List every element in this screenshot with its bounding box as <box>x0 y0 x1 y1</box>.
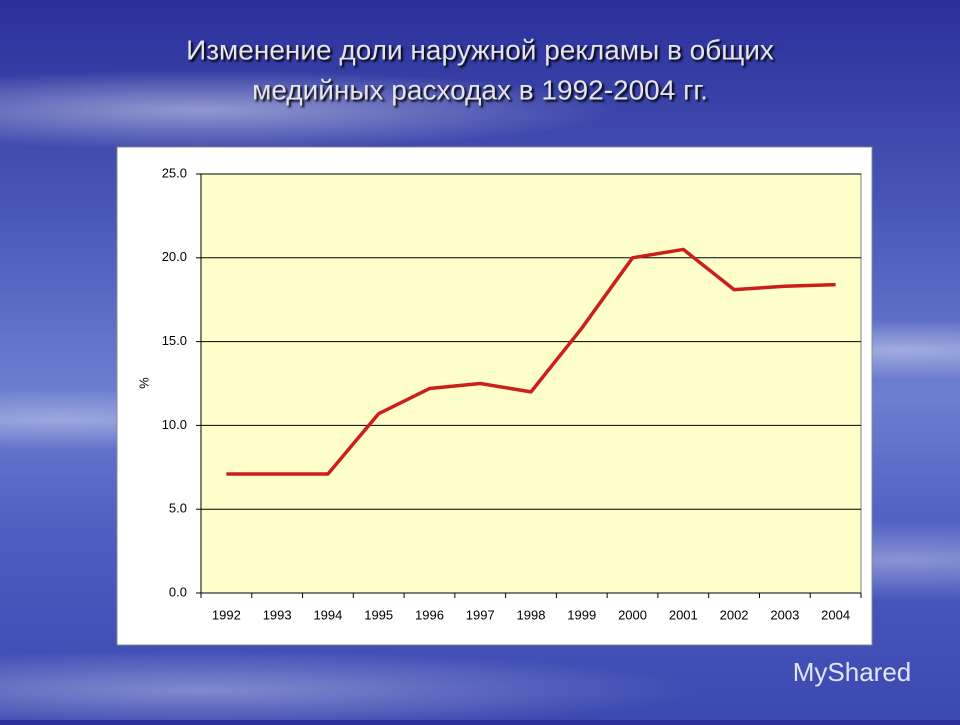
y-tick-label: 20.0 <box>162 249 187 264</box>
y-axis-label: % <box>137 377 152 389</box>
data-line <box>226 247 836 476</box>
x-tick-label: 1999 <box>567 607 596 622</box>
x-tick-label: 1997 <box>466 607 495 622</box>
x-tick-label: 2004 <box>821 607 850 622</box>
y-tick-label: 25.0 <box>162 165 187 180</box>
x-tick-label: 1993 <box>263 607 292 622</box>
y-tick-label: 5.0 <box>169 501 187 516</box>
plot-area <box>200 173 862 594</box>
y-tick-label: 0.0 <box>169 584 187 599</box>
x-tick-label: 2003 <box>770 607 799 622</box>
x-tick-label: 2002 <box>720 607 749 622</box>
x-tick-label: 1992 <box>212 607 241 622</box>
y-tick-label: 10.0 <box>162 417 187 432</box>
x-tick-label: 1996 <box>415 607 444 622</box>
chart-title-line-2: медийных расходах в 1992-2004 гг. <box>252 74 708 105</box>
x-tick-label: 1998 <box>517 607 546 622</box>
x-tick-label: 2001 <box>669 607 698 622</box>
watermark: MyShared <box>793 657 912 687</box>
x-tick-label: 1994 <box>313 607 342 622</box>
chart-title-line-1: Изменение доли наружной рекламы в общих <box>186 34 774 65</box>
x-tick-label: 1995 <box>364 607 393 622</box>
x-tick-label: 2000 <box>618 607 647 622</box>
y-tick-label: 15.0 <box>162 333 187 348</box>
